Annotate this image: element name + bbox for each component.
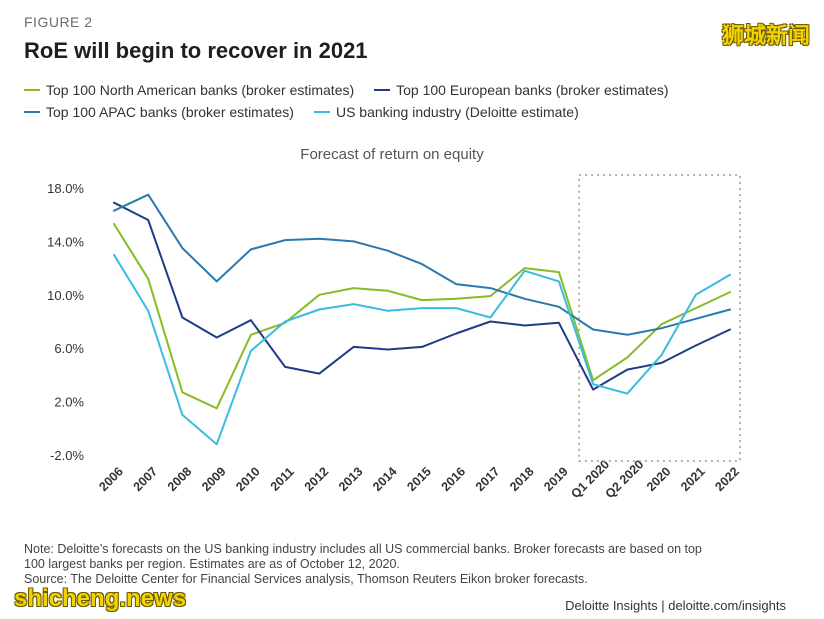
y-tick-label: 18.0% (47, 181, 84, 196)
x-tick-label: 2017 (473, 464, 503, 494)
x-tick-label: 2008 (165, 464, 195, 494)
watermark-top: 狮城新闻 (721, 23, 810, 48)
series-line-us-industry (113, 253, 731, 446)
y-tick-label: 2.0% (54, 395, 84, 410)
x-tick-label: 2016 (439, 464, 469, 494)
legend-item-apac: Top 100 APAC banks (broker estimates) (24, 104, 294, 120)
chart-note: Note: Deloitte’s forecasts on the US ban… (24, 542, 804, 587)
legend-item-us-industry: US banking industry (Deloitte estimate) (313, 104, 579, 120)
x-tick-label: 2007 (131, 464, 161, 494)
x-tick-label: 2011 (268, 465, 297, 494)
x-tick-label: Q2 2020 (603, 457, 647, 501)
forecast-region (578, 174, 741, 462)
legend-label-apac: Top 100 APAC banks (broker estimates) (46, 104, 294, 120)
legend: Top 100 North American banks (broker est… (24, 82, 804, 126)
x-tick-label: 2019 (541, 464, 571, 494)
chart-title: RoE will begin to recover in 2021 (24, 38, 368, 63)
x-tick-label: 2015 (404, 464, 434, 494)
series-line-europe (113, 201, 731, 391)
legend-swatch-apac (24, 111, 40, 113)
footer-brand: Deloitte Insights | deloitte.com/insight… (565, 598, 786, 613)
legend-swatch-us-industry (313, 111, 330, 113)
series-lines (113, 193, 731, 446)
x-tick-label: 2012 (302, 464, 332, 494)
series-line-north-america (113, 223, 731, 410)
line-chart: Forecast of return on equity 18.0%14.0%1… (47, 146, 742, 501)
y-axis: 18.0% 14.0% 10.0% 6.0% 2.0% -2.0% (47, 181, 84, 463)
y-tick-label: 6.0% (54, 341, 84, 356)
legend-swatch-north-america (24, 89, 40, 91)
y-tick-label: 10.0% (47, 288, 84, 303)
x-tick-label: 2009 (199, 464, 229, 494)
x-tick-label: 2021 (678, 464, 708, 494)
watermark-bottom: shicheng.news (14, 585, 187, 612)
forecast-box (578, 174, 741, 462)
x-axis: 2006 2007 2008 2009 2010 2011 2012 2013 2014 2015… (96, 457, 742, 501)
x-tick-label: 2014 (370, 464, 400, 494)
x-tick-label: 2010 (233, 464, 263, 494)
legend-swatch-europe (374, 89, 391, 91)
legend-row: Top 100 North American banks (broker est… (24, 82, 804, 98)
legend-item-europe: Top 100 European banks (broker estimates… (374, 82, 669, 98)
series-line-apac (113, 193, 731, 336)
x-tick-label: 2013 (336, 464, 366, 494)
legend-label-north-america: Top 100 North American banks (broker est… (46, 82, 355, 98)
note-line: Note: Deloitte’s forecasts on the US ban… (24, 542, 702, 556)
chart-subtitle: Forecast of return on equity (300, 146, 484, 163)
legend-label-europe: Top 100 European banks (broker estimates… (396, 82, 669, 98)
legend-item-north-america: Top 100 North American banks (broker est… (24, 82, 354, 98)
x-tick-label: 2020 (644, 464, 674, 494)
source-line: Source: The Deloitte Center for Financia… (24, 572, 588, 586)
legend-label-us-industry: US banking industry (Deloitte estimate) (335, 104, 579, 120)
x-tick-label: 2018 (507, 464, 537, 494)
y-tick-label: -2.0% (50, 448, 84, 463)
legend-row: Top 100 APAC banks (broker estimates) US… (24, 104, 804, 120)
x-tick-label: 2006 (96, 464, 126, 494)
note-line: 100 largest banks per region. Estimates … (24, 557, 400, 571)
figure-label: FIGURE 2 (24, 14, 93, 30)
x-tick-label: 2022 (712, 464, 742, 494)
y-tick-label: 14.0% (47, 234, 84, 249)
